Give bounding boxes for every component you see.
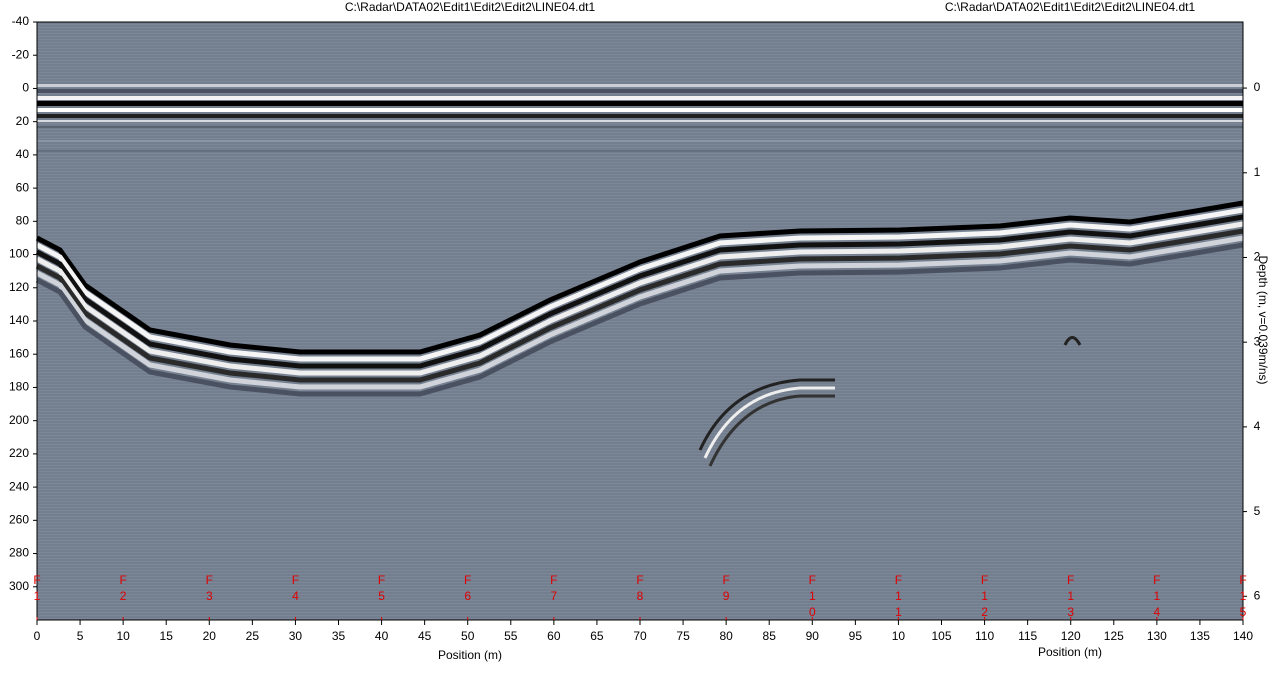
fiducial-label: F9 xyxy=(722,573,730,603)
x-tick-label: 35 xyxy=(332,629,346,643)
x-tick-label: 110 xyxy=(975,629,994,643)
reflector-band xyxy=(35,235,1244,390)
x-tick-label: 120 xyxy=(1061,629,1081,643)
x-tick-label: 85 xyxy=(763,629,777,643)
x-tick-label: 80 xyxy=(719,629,733,643)
x-tick-label: 45 xyxy=(418,629,432,643)
reflector-band xyxy=(35,207,1244,362)
x-tick-label: 70 xyxy=(633,629,647,643)
x-tick-label: 135 xyxy=(1190,629,1210,643)
x-tick-label: 95 xyxy=(849,629,863,643)
y2-tick-label: 0 xyxy=(1254,80,1261,94)
x-tick-label: 0 xyxy=(34,629,41,643)
x-tick-label: 125 xyxy=(1104,629,1124,643)
x-tick-label: 105 xyxy=(931,629,951,643)
x-tick-label: 115 xyxy=(1018,629,1037,643)
x-tick-label: 140 xyxy=(1233,629,1253,643)
y2-tick-label: 1 xyxy=(1254,165,1261,179)
y2-tick-label: 3 xyxy=(1254,334,1261,348)
fiducial-label: F13 xyxy=(1067,573,1075,619)
x-tick-label: 15 xyxy=(160,629,174,643)
x-tick-label: 10 xyxy=(116,629,130,643)
y2-tick-label: 6 xyxy=(1254,588,1261,602)
x-tick-label: 25 xyxy=(246,629,260,643)
fiducial-label: F6 xyxy=(464,573,472,603)
y2-tick-label: 5 xyxy=(1254,504,1261,518)
reflector-band xyxy=(35,214,1244,369)
fiducial-label: F3 xyxy=(205,573,213,603)
y2-tick-label: 2 xyxy=(1254,250,1261,264)
y-tick-label: 200 xyxy=(9,413,29,427)
y-tick-label: 0 xyxy=(22,81,29,95)
title: C:\Radar\DATA02\Edit1\Edit2\Edit2\LINE04… xyxy=(945,0,1196,14)
y-tick-label: 80 xyxy=(16,214,30,228)
y-tick-label: 280 xyxy=(9,546,29,560)
y-tick-label: 180 xyxy=(9,380,29,394)
x-tick-label: 130 xyxy=(1147,629,1167,643)
y-tick-label: 60 xyxy=(16,180,30,194)
fiducial-label: F8 xyxy=(636,573,644,603)
x-tick-label: 20 xyxy=(203,629,217,643)
y2-axis-label: Depth (m, v=0.039m/ns) xyxy=(1256,255,1270,384)
y-tick-label: 40 xyxy=(16,147,30,161)
y-tick-label: 160 xyxy=(9,346,29,360)
reflector-band xyxy=(35,200,1244,355)
x-tick-label: 5 xyxy=(77,629,84,643)
reflector-band xyxy=(35,228,1244,383)
reflector-band xyxy=(35,221,1244,376)
y-tick-label: -20 xyxy=(12,47,30,61)
y-tick-label: 140 xyxy=(9,313,29,327)
y-tick-label: 120 xyxy=(9,280,29,294)
fiducial-label: F11 xyxy=(894,573,903,619)
y-tick-label: 260 xyxy=(9,513,29,527)
reflector-band xyxy=(35,242,1244,397)
x-tick-label: 65 xyxy=(590,629,604,643)
title: C:\Radar\DATA02\Edit1\Edit2\Edit2\LINE04… xyxy=(345,0,596,14)
horizontal-bands xyxy=(37,84,1243,152)
y2-tick-label: 4 xyxy=(1254,419,1261,433)
x-tick-label: 30 xyxy=(289,629,303,643)
fiducial-label: F14 xyxy=(1153,573,1161,619)
y-tick-label: 220 xyxy=(9,446,29,460)
x-tick-label: 50 xyxy=(461,629,475,643)
x-tick-label: 55 xyxy=(504,629,518,643)
x-axis-label: Position (m) xyxy=(438,648,502,662)
y-tick-label: 20 xyxy=(16,114,30,128)
y-tick-label: -40 xyxy=(12,14,30,28)
fiducial-label: F10 xyxy=(808,573,816,619)
fiducial-label: F1 xyxy=(33,573,41,603)
x-tick-label: 40 xyxy=(375,629,389,643)
y-tick-label: 240 xyxy=(9,479,29,493)
x-axis-label: Position (m) xyxy=(1038,645,1102,659)
fiducial-label: F4 xyxy=(291,573,300,603)
fiducial-label: F15 xyxy=(1239,573,1247,619)
y-tick-label: 300 xyxy=(9,579,29,593)
reflector xyxy=(35,200,1244,397)
fiducial-label: F5 xyxy=(377,573,386,603)
fiducial-label: F7 xyxy=(550,573,558,603)
fiducial-label: F2 xyxy=(119,573,127,603)
y-tick-label: 100 xyxy=(9,247,29,261)
x-tick-label: 10 xyxy=(892,629,906,643)
fiducial-label: F12 xyxy=(980,573,989,619)
hyperbola xyxy=(698,336,1082,467)
x-tick-label: 75 xyxy=(676,629,690,643)
x-tick-label: 90 xyxy=(806,629,820,643)
x-tick-label: 60 xyxy=(547,629,561,643)
